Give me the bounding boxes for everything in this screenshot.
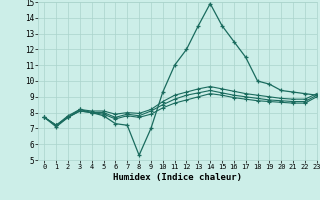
- X-axis label: Humidex (Indice chaleur): Humidex (Indice chaleur): [113, 173, 242, 182]
